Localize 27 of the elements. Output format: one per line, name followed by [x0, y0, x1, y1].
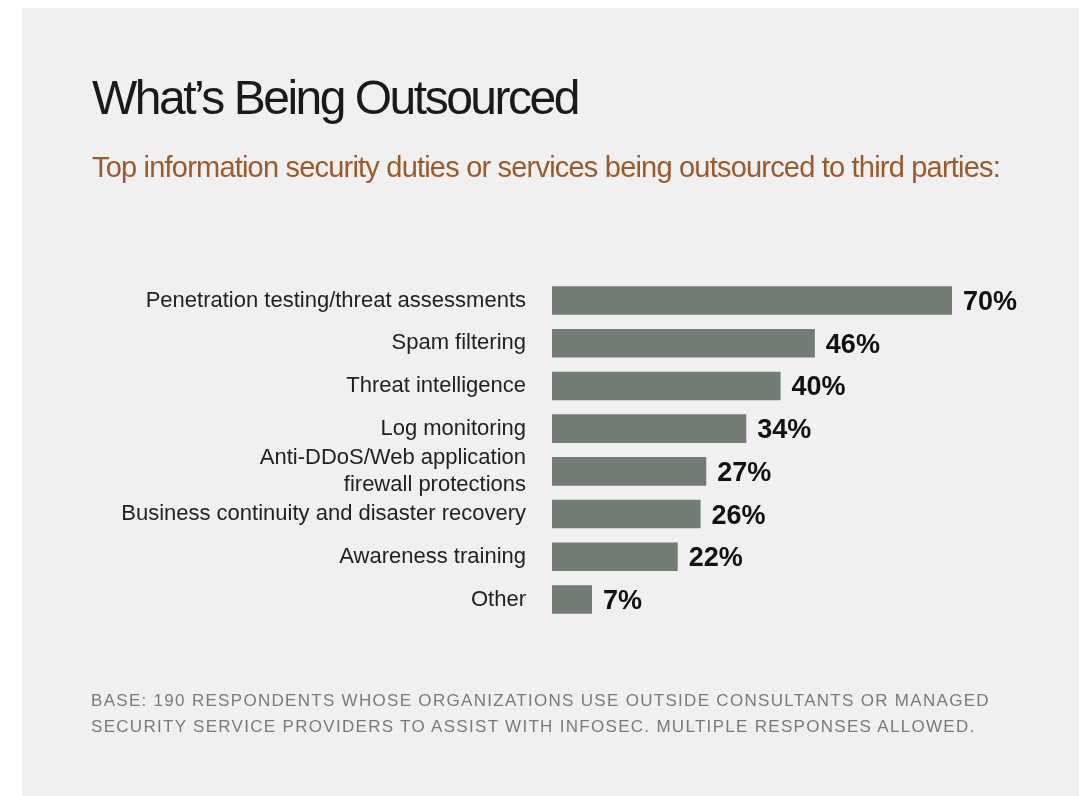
y-tick-label: Anti-DDoS/Web application firewall protections	[259, 444, 526, 496]
data-label: 22%	[688, 542, 743, 573]
bar	[552, 499, 701, 529]
bar	[552, 286, 952, 315]
bar	[552, 457, 707, 486]
y-tick-label: Business continuity and disaster recovery	[121, 500, 526, 526]
bar	[552, 585, 592, 614]
data-label: 40%	[791, 371, 846, 402]
y-tick-label: Log monitoring	[380, 414, 526, 440]
y-tick-label: Awareness training	[339, 542, 526, 568]
y-tick-label: Other	[470, 585, 526, 611]
data-label: 46%	[825, 328, 880, 359]
text: BASE: 190 RESPONDENTS WHOSE ORGANIZATIONS USE OUTSIDE CONSULTANTS OR MANAGED SECURITY SERVICE PROVIDERS TO ASSIST WITH INFOSEC. MULTIPLE RESPONSES ALLOWED.	[91, 690, 991, 738]
bar	[552, 328, 815, 358]
data-label: 26%	[711, 499, 766, 530]
y-tick-label: Penetration testing/threat assessments	[145, 286, 526, 312]
bar	[552, 414, 747, 443]
chart-subtitle: Top information security duties or services being outsourced to third parties:	[92, 151, 1001, 184]
y-tick-label: Spam filtering	[391, 329, 526, 355]
data-label: 7%	[603, 584, 643, 615]
data-label: 27%	[717, 456, 772, 487]
chart-title: What’s Being Outsourced	[92, 70, 578, 125]
data-label: 34%	[757, 414, 812, 445]
bar	[552, 542, 678, 572]
bar	[552, 371, 781, 401]
data-label: 70%	[963, 286, 1018, 316]
y-tick-label: Threat intelligence	[346, 372, 526, 398]
